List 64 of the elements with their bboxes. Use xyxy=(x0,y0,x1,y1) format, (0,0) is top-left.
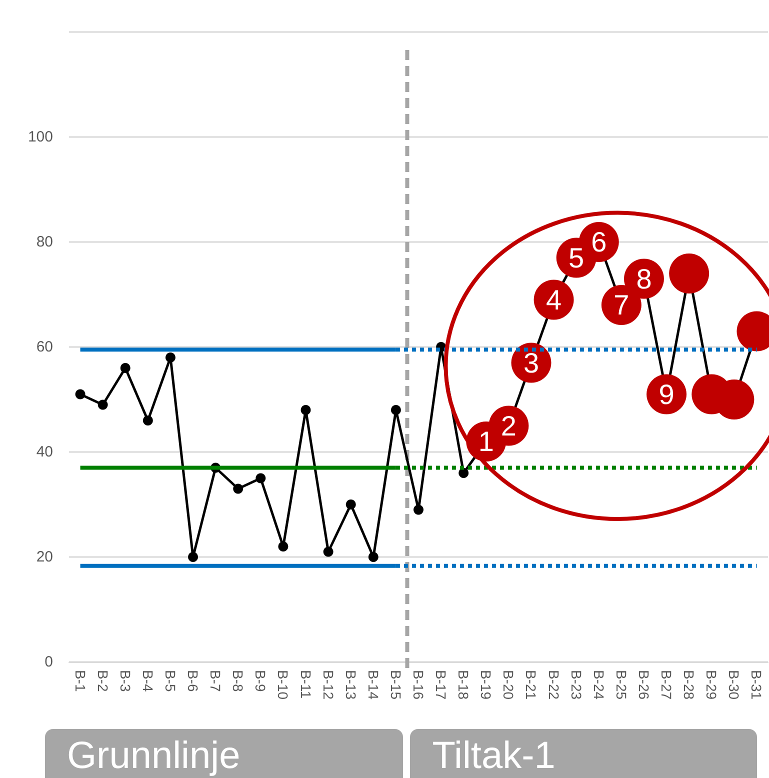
x-tick-label: B-25 xyxy=(613,670,630,700)
annotation: 9 xyxy=(658,378,674,410)
x-tick-label: B-4 xyxy=(140,670,156,692)
annotation: 7 xyxy=(614,290,630,320)
y-tick-label: 0 xyxy=(44,654,53,670)
point xyxy=(256,473,266,484)
point xyxy=(346,500,356,510)
x-tick-label: B-9 xyxy=(252,670,269,692)
text: Grunnlinje xyxy=(45,729,404,778)
y-tick-label: 60 xyxy=(36,338,53,356)
x-tick-label: B-30 xyxy=(726,670,742,700)
x-tick-label: B-11 xyxy=(298,670,314,699)
x-tick-label: B-5 xyxy=(162,670,178,692)
point xyxy=(142,416,153,426)
point xyxy=(300,405,311,415)
text: Tiltak-1 xyxy=(410,729,757,778)
x-tick-label: B-18 xyxy=(456,670,472,700)
x-tick-label: B-16 xyxy=(410,670,426,700)
x-tick-label: B-13 xyxy=(342,670,359,700)
point xyxy=(368,552,378,562)
x-tick-label: B-23 xyxy=(568,670,584,700)
x-tick-label: B-29 xyxy=(704,670,720,700)
annotation: 2 xyxy=(500,410,516,442)
x-tick-label: B-28 xyxy=(681,670,698,700)
x-tick-label: B-14 xyxy=(365,670,382,700)
point xyxy=(188,552,198,562)
point xyxy=(98,400,108,410)
x-tick-label: B-12 xyxy=(320,670,336,700)
x-tick-label: B-19 xyxy=(478,670,494,700)
point xyxy=(323,546,334,557)
x-tick-label: B-8 xyxy=(230,670,246,692)
point xyxy=(75,389,86,400)
x-tick-label: B-21 xyxy=(523,670,540,700)
x-tick-label: B-22 xyxy=(546,670,562,700)
x-tick-label: B-7 xyxy=(208,670,224,692)
annotation: 1 xyxy=(478,426,494,457)
x-tick-label: B-17 xyxy=(433,670,450,700)
y-tick-label: 40 xyxy=(36,444,53,460)
point xyxy=(390,405,401,415)
point xyxy=(165,352,176,362)
x-tick-label: B-24 xyxy=(590,670,607,700)
point xyxy=(458,468,469,478)
annotation: 3 xyxy=(523,347,540,378)
x-tick-label: B-2 xyxy=(94,670,111,692)
x-tick-label: B-3 xyxy=(117,670,134,692)
x-tick-label: B-6 xyxy=(185,670,202,692)
annotation: 8 xyxy=(636,263,652,294)
point xyxy=(120,363,130,373)
x-tick-label: B-10 xyxy=(275,670,292,700)
x-tick-label: B-27 xyxy=(658,670,675,700)
x-tick-label: B-15 xyxy=(388,670,404,700)
x-tick-label: B-26 xyxy=(636,670,652,700)
x-tick-label: B-31 xyxy=(748,670,765,700)
annotation: 6 xyxy=(591,226,607,258)
point xyxy=(278,542,288,552)
point xyxy=(233,484,244,494)
y-tick-label: 100 xyxy=(28,128,53,146)
annotation: 5 xyxy=(568,242,584,274)
annotation: 4 xyxy=(546,284,562,316)
y-tick-label: 80 xyxy=(36,234,53,250)
point xyxy=(414,504,424,515)
x-tick-label: B-1 xyxy=(72,670,88,692)
y-tick-label: 20 xyxy=(36,548,53,566)
x-tick-label: B-20 xyxy=(500,670,517,700)
